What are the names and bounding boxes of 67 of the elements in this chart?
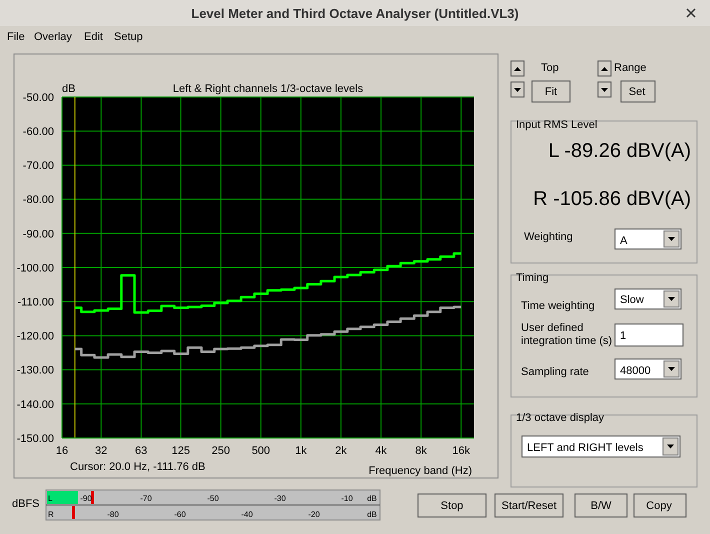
text: dB <box>367 494 377 503</box>
text: Input RMS Level <box>516 119 598 131</box>
text: Copy <box>646 500 672 512</box>
text: -60 <box>174 510 186 519</box>
text: User defined <box>521 322 584 334</box>
text: Overlay <box>34 31 72 43</box>
text: Stop <box>440 500 464 512</box>
text: dBFS <box>12 498 40 510</box>
x-tick-label: 1k <box>295 444 308 457</box>
text: File <box>7 31 25 43</box>
text: Range <box>614 62 646 74</box>
x-tick-label: 2k <box>335 444 348 457</box>
y-tick-label: -70.00 <box>22 160 54 172</box>
text: Setup <box>114 31 143 43</box>
text: LEFT and RIGHT levels <box>527 442 644 454</box>
x-axis-title: Frequency band (Hz) <box>368 465 472 477</box>
text: 1 <box>620 330 626 342</box>
text: L -89.26 dBV(A) <box>548 140 691 162</box>
y-tick-label: -90.00 <box>22 228 54 240</box>
text: dB <box>367 510 377 519</box>
text: Sampling rate <box>521 366 589 378</box>
x-tick-label: 4k <box>375 444 388 457</box>
text: Timing <box>516 272 549 284</box>
text: Start/Reset <box>501 500 557 512</box>
text: -30 <box>274 494 286 503</box>
y-tick-label: -80.00 <box>22 194 54 206</box>
chart-title: Level Meter and Third Octave Analyser (Untitled.VL3) <box>191 6 519 21</box>
text: -50 <box>207 494 220 503</box>
chart-subtitle: Left & Right channels 1/3-octave levels <box>172 83 364 95</box>
x-tick-label: 500 <box>252 444 270 457</box>
y-tick-label: -110.00 <box>18 296 54 309</box>
text: L <box>48 494 53 503</box>
x-tick-label: 250 <box>212 444 230 457</box>
text: -80 <box>107 510 120 519</box>
y-tick-label: -100.00 <box>16 262 54 274</box>
x-tick-label: 16k <box>452 444 470 457</box>
text: Cursor: 20.0 Hz, -111.76 dB <box>70 461 206 473</box>
text: Time weighting <box>521 300 595 312</box>
x-tick-label: 8k <box>415 444 428 457</box>
text: B/W <box>590 500 612 512</box>
y-tick-label: -130.00 <box>16 364 54 377</box>
y-tick-label: -120.00 <box>16 330 54 343</box>
y-tick-label: -150.00 <box>16 432 54 445</box>
text: -10 <box>341 494 354 503</box>
text: Edit <box>84 31 103 43</box>
x-tick-label: 63 <box>135 444 148 457</box>
text: A <box>620 235 628 247</box>
text: Fit <box>544 86 558 98</box>
y-tick-label: -60.00 <box>22 126 54 138</box>
y-tick-label: -140.00 <box>16 398 54 411</box>
x-tick-label: 16 <box>56 444 68 457</box>
text: -20 <box>308 510 320 519</box>
text: Slow <box>620 294 644 306</box>
y-axis-title: dB <box>62 83 76 95</box>
text: 1/3 octave display <box>516 412 605 424</box>
x-tick-label: 125 <box>172 444 190 457</box>
text: Top <box>541 62 559 74</box>
text: integration time (s) <box>521 335 612 347</box>
text: 48000 <box>620 365 651 377</box>
y-tick-label: -50.00 <box>22 92 54 104</box>
text: Set <box>628 86 646 98</box>
text: Weighting <box>524 231 573 243</box>
text: -70 <box>140 494 152 503</box>
text: R -105.86 dBV(A) <box>533 188 691 210</box>
x-tick-label: 32 <box>95 444 108 457</box>
text: -40 <box>241 510 254 519</box>
text: R <box>48 510 54 519</box>
